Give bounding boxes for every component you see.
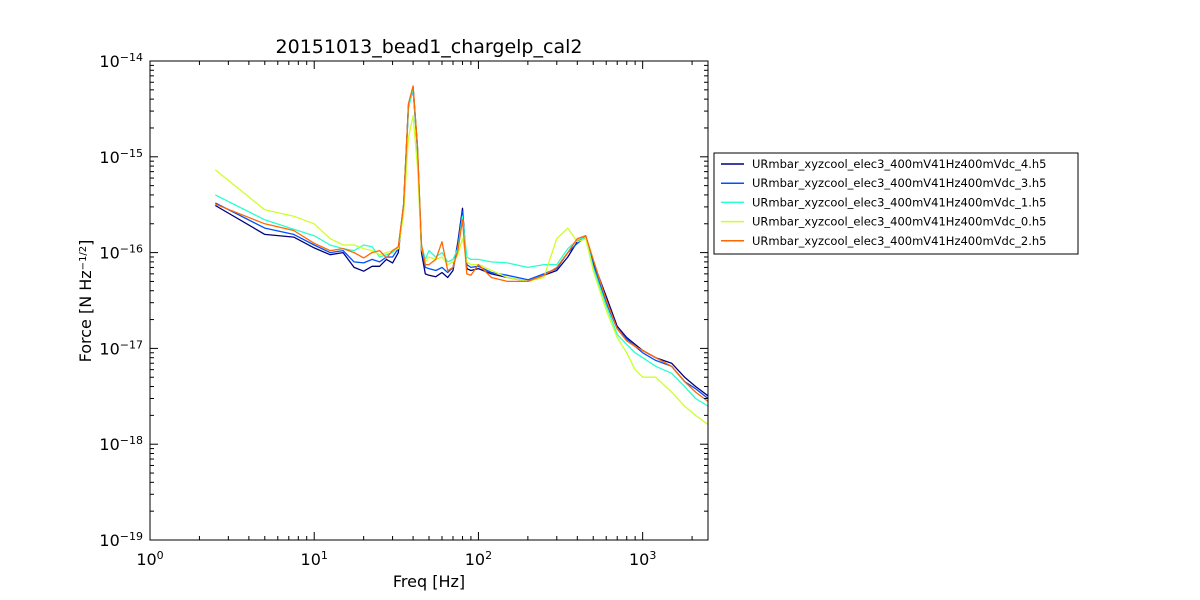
legend-entry-0: URmbar_xyzcool_elec3_400mV41Hz400mVdc_4.… <box>721 157 1046 171</box>
y-tick-base: 10 <box>99 52 119 71</box>
y-tick-base: 10 <box>99 339 119 358</box>
y-tick-base: 10 <box>99 531 119 550</box>
x-tick-labels: 100 101 102 103 <box>136 549 656 570</box>
x-tick-base: 10 <box>136 550 156 569</box>
x-tick-label-0: 100 <box>136 549 163 570</box>
x-tick-exp: 0 <box>157 549 164 562</box>
y-tick-exp: −15 <box>120 146 143 159</box>
legend-entry-2: URmbar_xyzcool_elec3_400mV41Hz400mVdc_1.… <box>721 195 1046 209</box>
y-tick-label-4: 10−15 <box>99 146 143 167</box>
y-tick-exp: −18 <box>120 434 143 447</box>
series-line-4 <box>215 85 708 402</box>
y-axis-label-close: ] <box>76 240 95 246</box>
y-tick-base: 10 <box>99 435 119 454</box>
y-tick-exp: −19 <box>120 530 143 543</box>
axis-ticks <box>149 60 708 541</box>
x-tick-label-3: 103 <box>629 549 656 570</box>
x-tick-exp: 3 <box>649 549 656 562</box>
legend-label: URmbar_xyzcool_elec3_400mV41Hz400mVdc_1.… <box>752 195 1046 209</box>
legend-label: URmbar_xyzcool_elec3_400mV41Hz400mVdc_4.… <box>752 157 1046 171</box>
y-tick-exp: −16 <box>120 242 143 255</box>
x-tick-label-1: 101 <box>301 549 328 570</box>
legend-entry-3: URmbar_xyzcool_elec3_400mV41Hz400mVdc_0.… <box>721 215 1046 229</box>
legend-entry-1: URmbar_xyzcool_elec3_400mV41Hz400mVdc_3.… <box>721 176 1046 190</box>
x-tick-base: 10 <box>629 550 649 569</box>
svg-text:Force [N Hz−1/2]: Force [N Hz−1/2] <box>76 240 95 363</box>
legend-label: URmbar_xyzcool_elec3_400mV41Hz400mVdc_3.… <box>752 176 1046 190</box>
legend: URmbar_xyzcool_elec3_400mV41Hz400mVdc_4.… <box>713 152 1079 255</box>
chart-title: 20151013_bead1_chargelp_cal2 <box>276 36 583 58</box>
x-tick-exp: 2 <box>485 549 492 562</box>
y-axis-label-group: Force [N Hz−1/2] <box>76 240 95 363</box>
y-tick-label-1: 10−18 <box>99 434 143 455</box>
x-axis-label: Freq [Hz] <box>393 572 465 591</box>
y-tick-base: 10 <box>99 148 119 167</box>
legend-label: URmbar_xyzcool_elec3_400mV41Hz400mVdc_0.… <box>752 215 1046 229</box>
y-axis-label: Force [N Hz <box>76 270 95 362</box>
x-tick-exp: 1 <box>321 549 328 562</box>
y-axis-label-exponent: −1/2 <box>78 246 89 270</box>
y-tick-label-2: 10−17 <box>99 338 143 359</box>
legend-entry-4: URmbar_xyzcool_elec3_400mV41Hz400mVdc_2.… <box>721 234 1046 248</box>
y-tick-exp: −14 <box>120 51 143 64</box>
x-tick-base: 10 <box>301 550 321 569</box>
x-tick-base: 10 <box>465 550 485 569</box>
y-tick-exp: −17 <box>120 338 143 351</box>
y-tick-label-3: 10−16 <box>99 242 143 263</box>
series-lines <box>214 85 708 426</box>
y-tick-label-0: 10−19 <box>99 530 143 551</box>
legend-box <box>713 152 1079 255</box>
y-tick-label-5: 10−14 <box>99 51 143 72</box>
series-line-2 <box>215 87 708 407</box>
legend-label: URmbar_xyzcool_elec3_400mV41Hz400mVdc_2.… <box>752 234 1046 248</box>
x-tick-label-2: 102 <box>465 549 492 570</box>
y-tick-base: 10 <box>99 244 119 263</box>
